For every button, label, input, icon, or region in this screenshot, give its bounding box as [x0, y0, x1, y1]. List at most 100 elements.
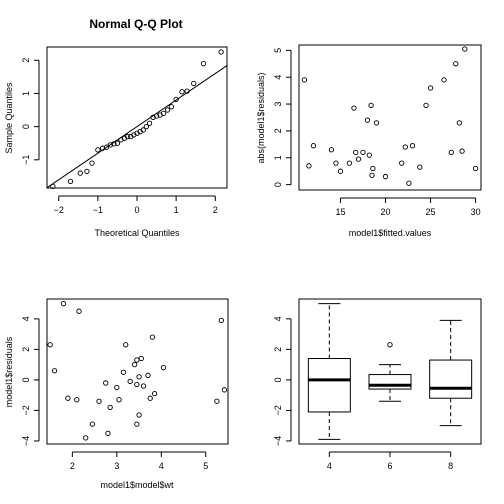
- boxplot-boxes: [307, 303, 473, 440]
- wt-point: [131, 361, 138, 368]
- fitted-x-tick-label: 15: [335, 207, 345, 217]
- wt-point: [47, 342, 53, 348]
- qq-x-label: Theoretical Quantiles: [94, 228, 180, 238]
- wt-point: [105, 430, 111, 436]
- wt-point: [134, 357, 140, 363]
- wt-point: [140, 383, 147, 389]
- wt-point: [74, 397, 80, 403]
- fitted-point: [310, 143, 317, 149]
- qq-x-tick-label: 1: [174, 205, 179, 215]
- wt-panel: 2 3 4 5 −4 −2 0 2 4 model1$model$wt model1$resid…: [4, 298, 229, 490]
- qq-point: [179, 89, 185, 95]
- fitted-y-tick-label: 1: [273, 155, 283, 160]
- wt-point: [89, 421, 96, 427]
- fitted-point: [370, 165, 376, 172]
- qq-y-tick-label: 1: [21, 91, 31, 96]
- fitted-point: [364, 117, 371, 123]
- qq-point: [153, 113, 160, 119]
- fitted-point: [346, 160, 353, 166]
- fitted-point: [360, 149, 366, 156]
- wt-point: [96, 398, 102, 404]
- fitted-point: [353, 149, 359, 156]
- fitted-point: [366, 152, 372, 158]
- wt-point: [147, 395, 153, 401]
- fitted-point: [456, 120, 463, 126]
- fitted-y-tick-label: 4: [273, 75, 283, 80]
- wt-points: [47, 300, 228, 441]
- qq-frame: [46, 46, 228, 189]
- qq-point: [173, 96, 179, 103]
- fitted-point: [369, 172, 375, 178]
- wt-point: [151, 390, 158, 397]
- wt-point: [107, 404, 113, 411]
- fitted-point: [399, 160, 405, 166]
- wt-x-tick-label: 4: [159, 461, 164, 471]
- fitted-point: [472, 165, 479, 172]
- box-iqr: [307, 358, 351, 413]
- fitted-point: [373, 120, 380, 126]
- qq-point: [95, 147, 101, 153]
- qq-point: [89, 160, 95, 166]
- fitted-point: [301, 77, 308, 83]
- wt-point: [114, 384, 120, 391]
- fitted-point: [459, 148, 465, 154]
- fitted-frame: [298, 44, 482, 191]
- qq-y-tick-label: 0: [21, 124, 31, 129]
- box-6: [368, 342, 412, 402]
- wt-point: [76, 308, 82, 314]
- fitted-panel: 15 20 25 30 0 1 2 3 4 5 model1$fitted.values abs(…: [256, 44, 482, 238]
- wt-point: [116, 397, 122, 403]
- wt-y-tick-label: 0: [21, 377, 31, 382]
- box-4: [307, 303, 351, 440]
- qq-axes: −2 −1 0 1 2 −1 0 1 2: [21, 58, 218, 215]
- box-iqr: [429, 359, 473, 399]
- fitted-point: [382, 173, 389, 180]
- qq-point: [191, 80, 197, 87]
- fitted-point: [427, 85, 434, 91]
- wt-point: [60, 300, 67, 307]
- boxplot-x-tick-label: 4: [327, 461, 332, 471]
- wt-x-tick-label: 5: [203, 461, 208, 471]
- fitted-point: [423, 102, 429, 109]
- qq-point: [67, 178, 74, 185]
- wt-y-tick-label: −4: [21, 436, 31, 446]
- qq-point: [184, 88, 190, 94]
- wt-point: [221, 387, 228, 393]
- qq-point: [164, 107, 171, 113]
- boxplot-axes: 4 6 8 −4 −2 0 2 4: [273, 316, 453, 471]
- qq-point: [218, 49, 224, 55]
- wt-point: [160, 365, 167, 371]
- fitted-point: [368, 102, 374, 109]
- qq-x-tick-label: 0: [134, 205, 139, 215]
- qq-point: [107, 142, 114, 148]
- fitted-point: [448, 149, 454, 156]
- wt-point: [138, 355, 144, 362]
- qq-point: [168, 104, 175, 110]
- wt-point: [83, 435, 89, 441]
- qq-point: [200, 60, 207, 67]
- fitted-x-tick-label: 25: [426, 207, 436, 217]
- fitted-y-tick-label: 3: [273, 102, 283, 107]
- qq-points: [50, 49, 224, 189]
- boxplot-y-tick-label: 4: [273, 316, 283, 321]
- boxplot-y-tick-label: 2: [273, 347, 283, 352]
- wt-y-label: model1$residuals: [4, 336, 14, 407]
- wt-point: [218, 317, 224, 324]
- wt-point: [136, 412, 142, 418]
- boxplot-y-tick-label: 0: [273, 377, 283, 382]
- fitted-point: [355, 156, 362, 162]
- fitted-point: [328, 147, 335, 153]
- wt-y-tick-label: 2: [21, 347, 31, 352]
- qq-point: [114, 140, 121, 146]
- wt-point: [145, 372, 151, 378]
- wt-point: [103, 380, 109, 386]
- wt-axes: 2 3 4 5 −4 −2 0 2 4: [21, 316, 208, 471]
- wt-point: [127, 378, 133, 385]
- wt-point: [134, 421, 140, 427]
- fitted-axes: 15 20 25 30 0 1 2 3 4 5: [273, 48, 481, 217]
- fitted-x-tick-label: 20: [380, 207, 390, 217]
- wt-point: [65, 395, 71, 401]
- fitted-point: [406, 180, 412, 186]
- boxplot-y-tick-label: −4: [273, 436, 283, 446]
